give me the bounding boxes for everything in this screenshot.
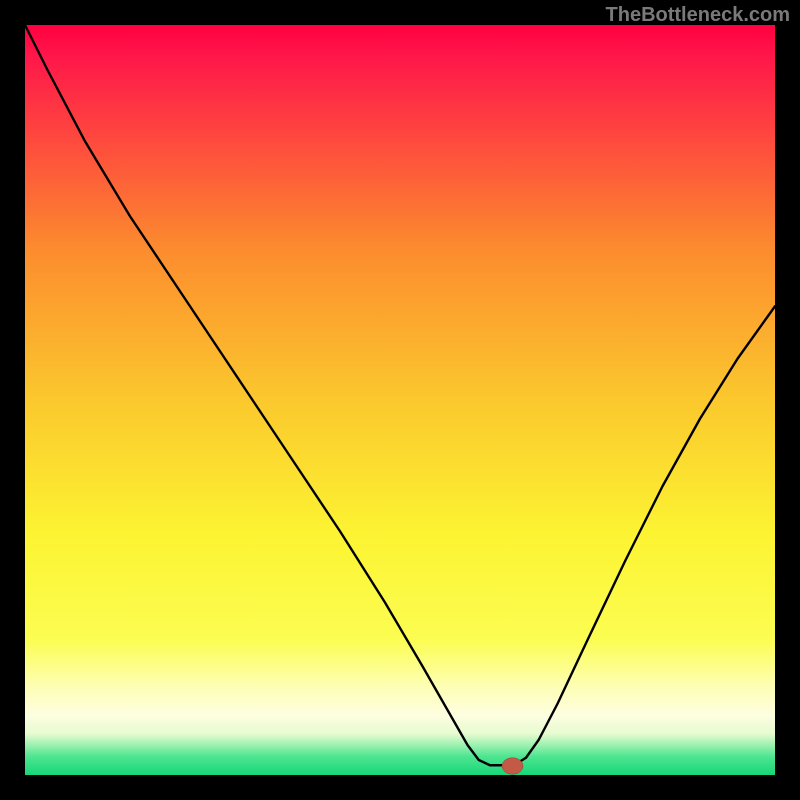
- chart-container: TheBottleneck.com: [0, 0, 800, 800]
- gradient-plot-area: [25, 25, 775, 775]
- optimal-point-marker: [502, 758, 523, 775]
- bottleneck-curve-chart: [0, 0, 800, 800]
- watermark-text: TheBottleneck.com: [606, 4, 790, 27]
